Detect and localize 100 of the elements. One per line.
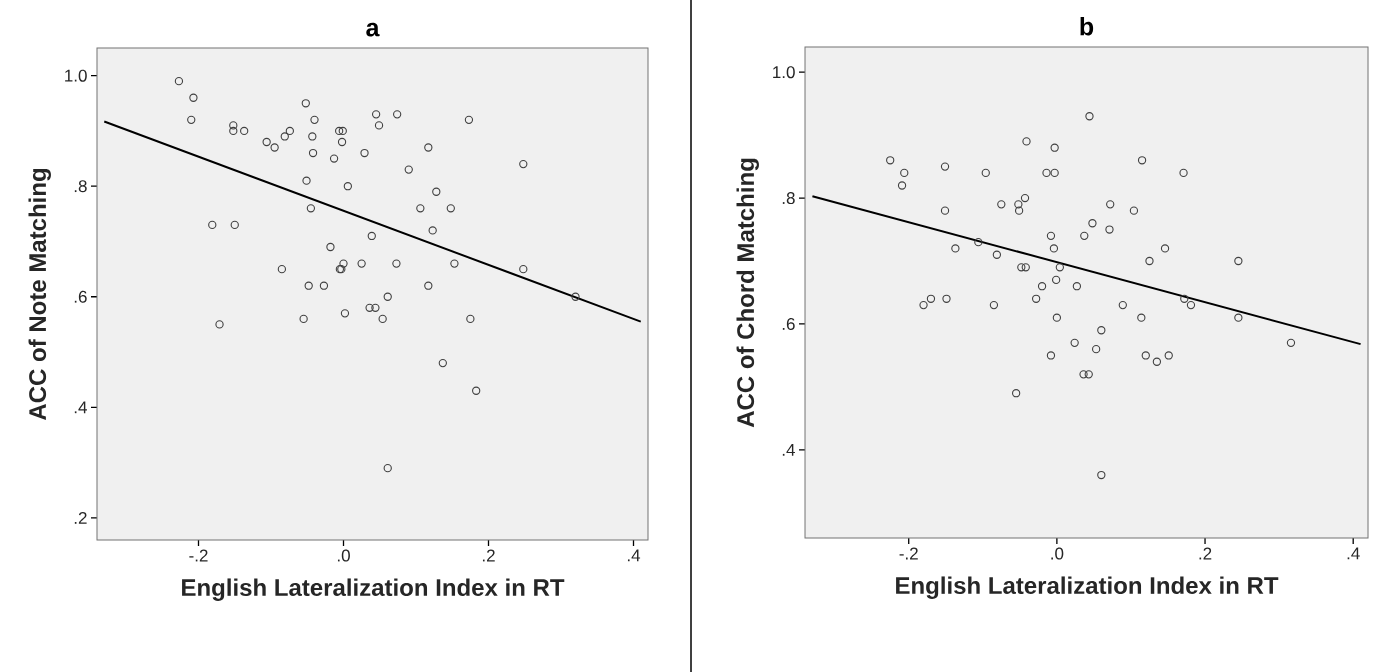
y-axis-title: ACC of Chord Matching — [736, 158, 759, 428]
point — [1179, 168, 1188, 178]
point — [1070, 338, 1079, 348]
point — [1118, 300, 1127, 310]
point — [310, 115, 319, 125]
point — [472, 386, 481, 395]
point — [428, 226, 437, 235]
point — [1046, 351, 1056, 360]
point — [262, 137, 271, 147]
point — [1021, 263, 1030, 272]
x-tick-label: -.2 — [899, 547, 918, 560]
point — [1088, 219, 1097, 228]
point — [424, 143, 433, 152]
chart-title: a — [366, 22, 380, 37]
point — [215, 320, 224, 329]
y-tick-label: .4 — [74, 401, 87, 414]
point — [1145, 256, 1154, 266]
point — [1084, 370, 1093, 379]
x-tick-label: -.2 — [189, 549, 208, 562]
point — [1091, 345, 1101, 354]
y-tick-label: .8 — [74, 180, 87, 193]
point — [360, 148, 369, 158]
point — [337, 137, 347, 147]
point — [340, 309, 350, 318]
y-tick-label: 1.0 — [773, 66, 795, 79]
point — [424, 281, 433, 290]
point — [450, 259, 459, 268]
y-tick-label: .2 — [74, 511, 87, 524]
x-tick-label: .2 — [482, 549, 495, 562]
point — [329, 154, 339, 163]
x-tick-label: .4 — [1347, 547, 1360, 560]
point — [229, 121, 238, 130]
point — [1037, 282, 1047, 291]
y-axis-title: ACC of Note Matching — [28, 168, 51, 421]
x-tick-label: .0 — [337, 549, 350, 562]
point — [1080, 231, 1089, 240]
x-tick-label: .0 — [1051, 547, 1064, 560]
point — [1160, 244, 1170, 253]
x-axis-title: English Lateralization Index in RT — [896, 576, 1279, 599]
point — [308, 132, 317, 141]
x-tick-label: .4 — [627, 549, 641, 562]
point — [1079, 370, 1088, 379]
point — [393, 110, 402, 119]
point — [299, 314, 308, 324]
point — [326, 242, 335, 252]
y-tick-label: .6 — [74, 290, 87, 303]
point — [997, 200, 1006, 209]
point — [208, 220, 217, 230]
point — [519, 264, 528, 274]
point — [571, 292, 580, 301]
point — [1106, 200, 1115, 209]
point — [1031, 294, 1041, 303]
point — [919, 300, 928, 310]
point — [1011, 389, 1021, 398]
point — [1051, 275, 1061, 285]
point — [519, 159, 528, 169]
point — [229, 126, 238, 136]
point — [383, 292, 392, 301]
point — [1014, 206, 1024, 215]
point — [416, 204, 425, 213]
point — [897, 181, 907, 190]
point — [1141, 351, 1150, 360]
point — [1152, 357, 1162, 366]
y-tick-label: .6 — [782, 317, 795, 330]
point — [1180, 294, 1189, 303]
point — [365, 303, 374, 312]
point — [308, 148, 318, 158]
point — [301, 99, 310, 108]
point — [371, 110, 381, 119]
point — [1052, 313, 1062, 322]
point — [230, 220, 239, 230]
point — [302, 176, 311, 185]
point — [285, 126, 294, 136]
point — [1129, 206, 1139, 215]
point — [306, 204, 316, 213]
y-tick-label: .4 — [782, 444, 795, 456]
point — [989, 300, 999, 310]
point — [339, 259, 348, 268]
point — [1234, 256, 1243, 266]
point — [1022, 137, 1031, 146]
point — [1097, 470, 1106, 480]
chart-title: b — [1080, 17, 1094, 36]
point — [1014, 200, 1023, 209]
point — [886, 156, 895, 165]
point — [1072, 282, 1082, 291]
point — [981, 168, 990, 178]
point — [1020, 193, 1030, 203]
point — [432, 187, 441, 196]
point — [446, 204, 455, 213]
point — [1046, 231, 1056, 240]
point — [367, 231, 376, 241]
point — [319, 281, 329, 290]
point — [304, 281, 313, 290]
point — [404, 165, 413, 174]
point — [1050, 168, 1059, 178]
point — [371, 303, 380, 312]
point — [1137, 156, 1147, 165]
point — [438, 358, 447, 368]
point — [383, 463, 392, 473]
point — [940, 162, 950, 171]
